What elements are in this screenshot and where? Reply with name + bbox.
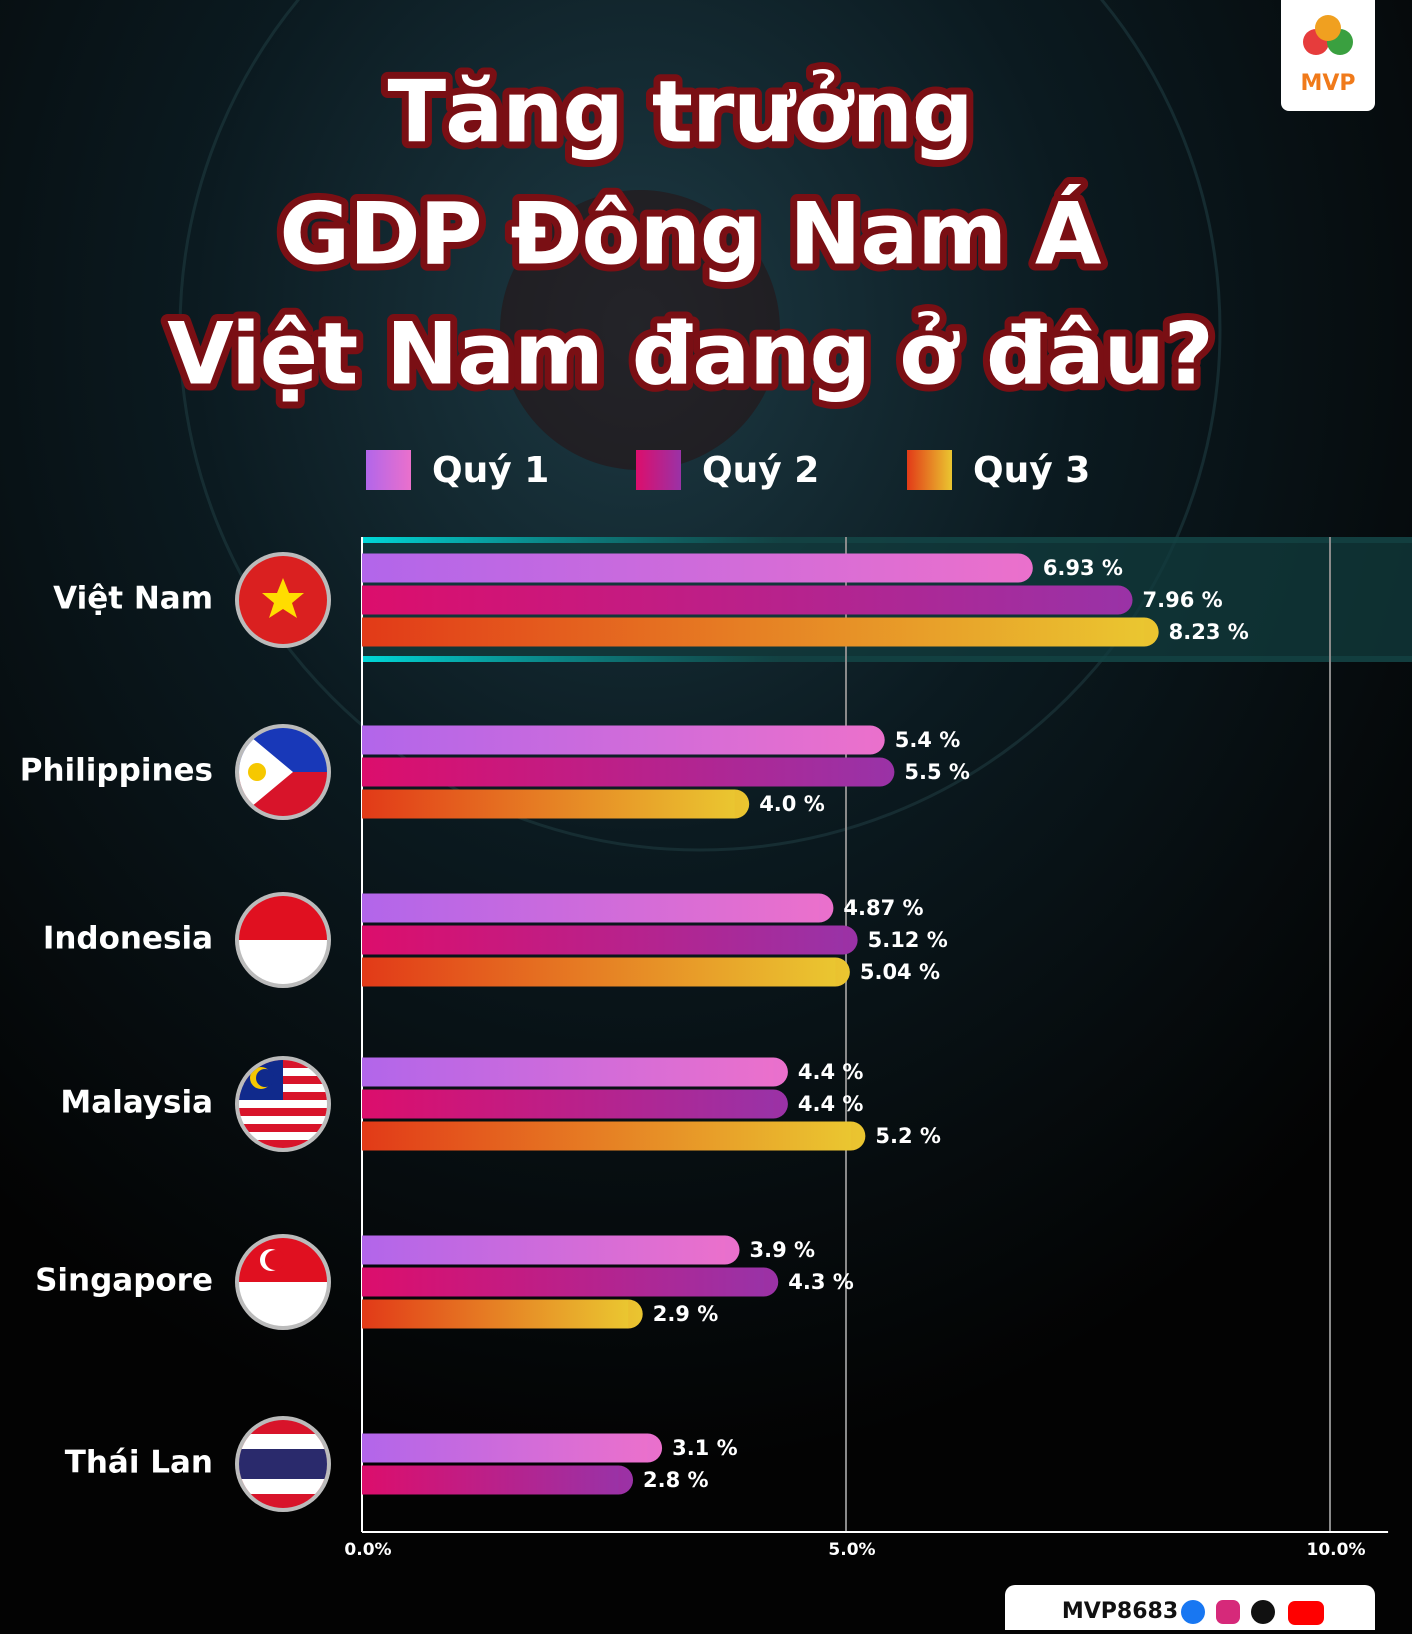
- x-tick-label: 5.0%: [828, 1540, 875, 1560]
- title-line: GDP Đông Nam Á: [280, 184, 1102, 284]
- bar-body: [362, 789, 735, 819]
- value-label: 5.12 %: [868, 928, 948, 952]
- bar-body: [362, 725, 871, 755]
- bar-body: [362, 893, 819, 923]
- footer-text: MVP8683: [1062, 1599, 1178, 1624]
- flag-singapore: [235, 1234, 331, 1330]
- value-label: 5.4 %: [895, 728, 961, 752]
- flag-vietnam: [235, 552, 331, 648]
- bar-body: [362, 1121, 851, 1151]
- bar-body: [362, 617, 1145, 647]
- bar-body: [362, 1465, 619, 1495]
- logo-box: [1281, 0, 1375, 111]
- category-label: Việt Nam: [53, 581, 213, 617]
- value-label: 4.3 %: [788, 1270, 854, 1294]
- category-label: Philippines: [20, 753, 213, 789]
- value-label: 6.93 %: [1043, 556, 1123, 580]
- bar-body: [362, 585, 1119, 615]
- legend-swatch: [907, 450, 952, 490]
- value-label: 4.4 %: [798, 1092, 864, 1116]
- facebook-icon[interactable]: [1181, 1600, 1205, 1624]
- value-label: 3.1 %: [672, 1436, 738, 1460]
- category-label: Singapore: [35, 1263, 213, 1299]
- legend-swatch: [636, 450, 681, 490]
- bar-body: [362, 1089, 774, 1119]
- value-label: 3.9 %: [750, 1238, 816, 1262]
- category-label: Thái Lan: [65, 1445, 213, 1481]
- bar-body: [362, 925, 844, 955]
- legend-swatch: [366, 450, 411, 490]
- bar-body: [362, 1057, 774, 1087]
- tiktok-icon[interactable]: [1251, 1600, 1275, 1624]
- value-label: 2.9 %: [653, 1302, 719, 1326]
- title-line: Việt Nam đang ở đâu?: [167, 304, 1213, 404]
- logo-leaf: [1315, 15, 1341, 41]
- flag-malaysia: [235, 1056, 331, 1152]
- value-label: 5.2 %: [875, 1124, 941, 1148]
- flag-philippines: [235, 724, 331, 820]
- value-label: 4.87 %: [843, 896, 923, 920]
- bar-body: [362, 1235, 726, 1265]
- category-label: Malaysia: [60, 1085, 213, 1121]
- category-label: Indonesia: [43, 921, 213, 957]
- bar-body: [362, 553, 1019, 583]
- legend-label: Quý 1: [432, 450, 549, 491]
- globe: [178, 0, 1222, 852]
- logo-text: MVP: [1300, 71, 1355, 96]
- highlight-edge: [362, 656, 1412, 662]
- asean-emblem: [500, 190, 780, 470]
- bar-body: [362, 1267, 764, 1297]
- value-label: 8.23 %: [1169, 620, 1249, 644]
- bar-body: [362, 957, 836, 987]
- legend-label: Quý 2: [702, 450, 819, 491]
- bar-body: [362, 1433, 648, 1463]
- value-label: 5.04 %: [860, 960, 940, 984]
- flag-thailand: [235, 1416, 331, 1512]
- highlight-edge: [362, 537, 1412, 543]
- title-line: Tăng trưởng: [387, 62, 972, 162]
- flag-indonesia: [235, 892, 331, 988]
- instagram-icon[interactable]: [1216, 1600, 1240, 1624]
- youtube-icon[interactable]: [1288, 1601, 1324, 1625]
- value-label: 7.96 %: [1143, 588, 1223, 612]
- legend-label: Quý 3: [973, 450, 1090, 491]
- value-label: 4.4 %: [798, 1060, 864, 1084]
- value-label: 2.8 %: [643, 1468, 709, 1492]
- bar-body: [362, 1299, 629, 1329]
- value-label: 4.0 %: [759, 792, 825, 816]
- value-label: 5.5 %: [904, 760, 970, 784]
- x-tick-label: 0.0%: [344, 1540, 391, 1560]
- x-tick-label: 10.0%: [1307, 1540, 1366, 1560]
- bar-body: [362, 757, 880, 787]
